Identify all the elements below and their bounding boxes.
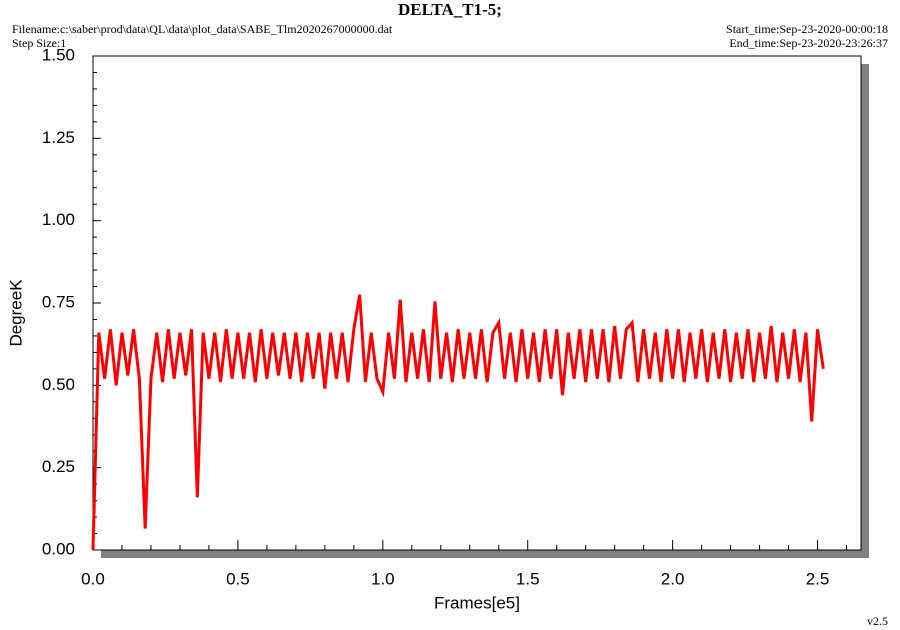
x-tick-label: 1.5 [516, 569, 540, 588]
step-size: Step Size:1 [12, 36, 66, 50]
chart-title: DELTA_T1-5; [398, 0, 502, 19]
y-tick-label: 1.25 [42, 128, 75, 147]
y-tick-label: 0.50 [42, 375, 75, 394]
x-tick-label: 0.0 [81, 569, 105, 588]
start-time: Start_time:Sep-23-2020-00:00:18 [726, 22, 888, 36]
y-tick-label: 0.00 [42, 539, 75, 558]
y-tick-label: 1.50 [42, 45, 75, 64]
plot-area [92, 55, 862, 551]
y-tick-label: 0.25 [42, 457, 75, 476]
y-tick-label: 1.00 [42, 210, 75, 229]
y-tick-label: 0.75 [42, 292, 75, 311]
filename: Filename:c:\saber\prod\data\QL\data\plot… [12, 22, 393, 36]
data-line [91, 294, 825, 551]
x-axis-label: Frames[e5] [434, 593, 520, 612]
x-tick-label: 2.5 [806, 569, 830, 588]
end-time: End_time:Sep-23-2020-23:26:37 [729, 36, 888, 50]
x-tick-label: 1.0 [371, 569, 395, 588]
x-tick-label: 0.5 [226, 569, 250, 588]
x-tick-label: 2.0 [661, 569, 685, 588]
y-axis-label: DegreeK [6, 279, 25, 347]
version: v2.5 [867, 614, 888, 628]
